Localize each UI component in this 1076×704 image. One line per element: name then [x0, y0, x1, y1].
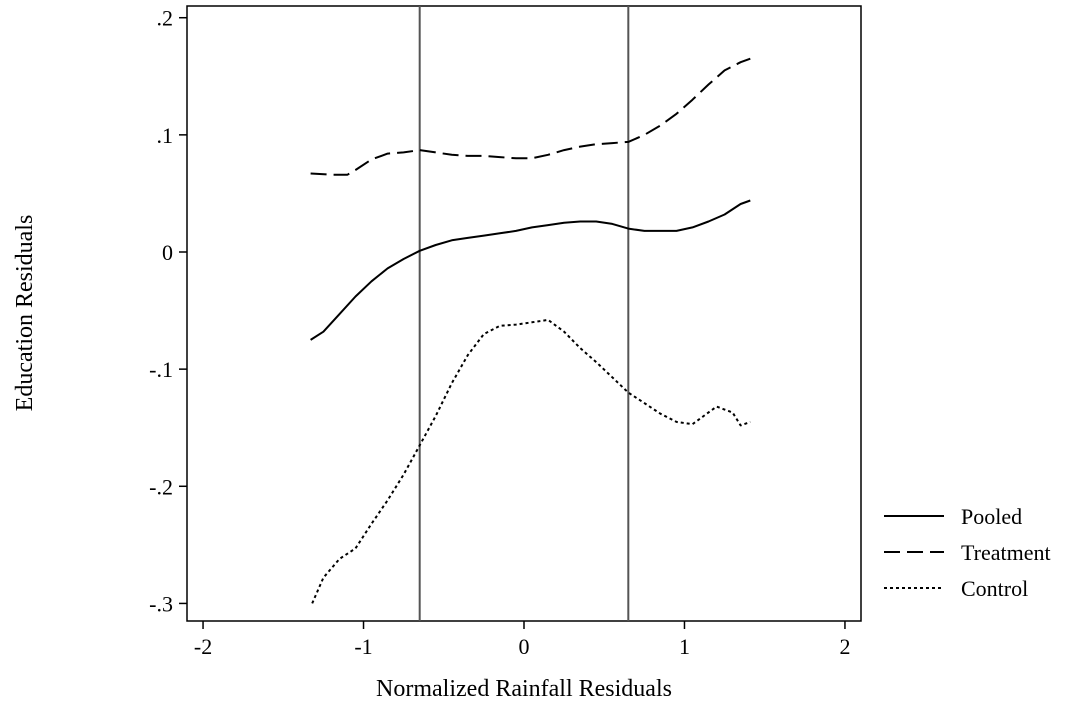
x-tick-label: -2	[194, 634, 212, 659]
legend-label: Control	[961, 576, 1028, 601]
x-axis-label: Normalized Rainfall Residuals	[376, 676, 672, 702]
x-tick-label: 0	[519, 634, 530, 659]
y-tick-label: -.3	[149, 591, 173, 616]
y-axis-label: Education Residuals	[12, 215, 38, 412]
series-line-treatment	[310, 57, 751, 176]
series-line-control	[311, 318, 751, 604]
reference-lines	[418, 6, 630, 621]
y-tick-label: -.1	[149, 357, 173, 382]
y-tick-label: .1	[157, 123, 174, 148]
x-tick-label: -1	[354, 634, 372, 659]
y-tick-label: 0	[162, 240, 173, 265]
y-tick-label: -.2	[149, 474, 173, 499]
legend: Pooled Treatment Control	[884, 504, 1051, 601]
x-tick-label: 1	[679, 634, 690, 659]
y-axis: .2 .1 0 -.1 -.2 -.3	[149, 6, 187, 616]
x-axis: -2 -1 0 1 2	[194, 621, 850, 659]
legend-label: Pooled	[961, 504, 1022, 529]
y-tick-label: .2	[157, 6, 174, 31]
x-tick-label: 2	[839, 634, 850, 659]
legend-label: Treatment	[961, 540, 1051, 565]
series-layer	[310, 57, 751, 604]
series-line-pooled	[310, 199, 751, 341]
